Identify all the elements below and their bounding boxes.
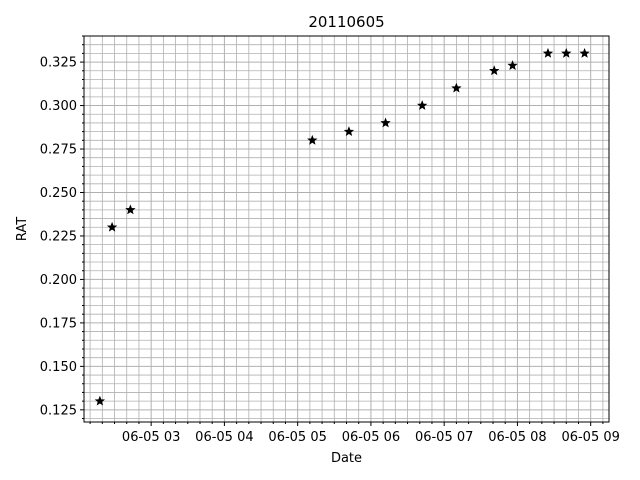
data-points <box>94 47 590 406</box>
data-point <box>507 60 518 70</box>
chart-title: 20110605 <box>308 13 384 31</box>
y-axis-label: RAT <box>15 217 30 241</box>
data-point <box>489 65 500 76</box>
data-point <box>417 100 428 110</box>
grid <box>84 35 609 422</box>
y-tick-label: 0.150 <box>40 360 77 375</box>
x-tick-label: 06-05 09 <box>561 430 619 445</box>
x-axis-label: Date <box>331 451 362 466</box>
y-tick-label: 0.125 <box>40 403 77 418</box>
axis-ticks: 0.125 0.150 0.175 0.200 0.225 0.250 0.275 0.300… <box>40 35 620 445</box>
data-point <box>579 47 590 58</box>
y-tick-label: 0.250 <box>40 186 77 201</box>
x-tick-label: 06-05 04 <box>195 430 253 445</box>
x-tick-label: 06-05 03 <box>122 430 180 445</box>
x-tick-label: 06-05 08 <box>488 430 546 445</box>
data-point <box>561 47 572 58</box>
data-point <box>380 117 391 128</box>
data-point <box>94 395 106 406</box>
data-point <box>125 204 136 215</box>
y-tick-label: 0.200 <box>40 273 77 288</box>
y-tick-label: 0.275 <box>40 143 77 158</box>
y-tick-label: 0.225 <box>40 229 77 244</box>
data-point <box>542 47 554 58</box>
x-tick-label: 06-05 05 <box>268 430 326 445</box>
data-point <box>307 134 318 145</box>
y-tick-label: 0.325 <box>40 56 77 71</box>
data-point <box>106 221 118 232</box>
x-tick-label: 06-05 06 <box>342 430 400 445</box>
y-tick-label: 0.300 <box>40 99 77 114</box>
data-point <box>343 126 355 137</box>
x-tick-label: 06-05 07 <box>415 430 473 445</box>
y-tick-label: 0.175 <box>40 316 77 331</box>
data-point <box>451 82 462 93</box>
